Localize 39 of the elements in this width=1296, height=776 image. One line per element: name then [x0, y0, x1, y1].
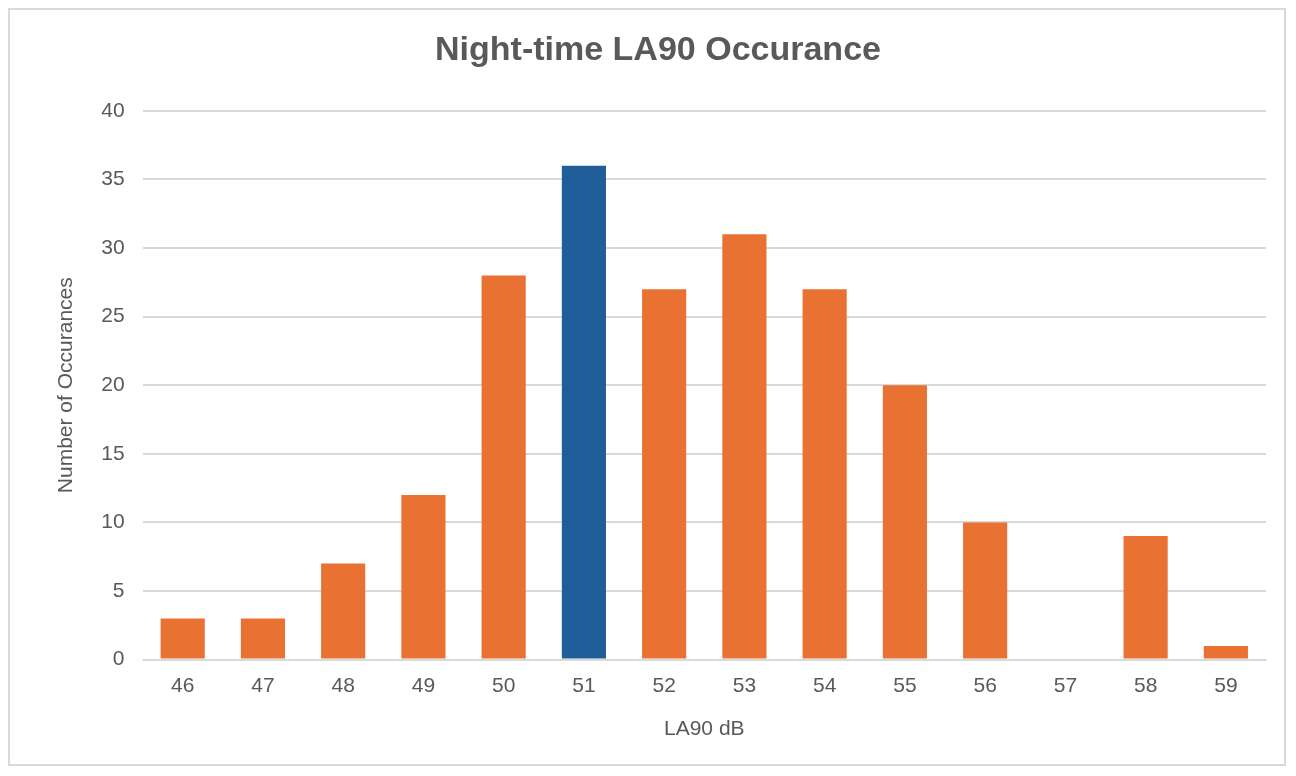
- x-tick-label: 47: [251, 673, 275, 696]
- y-tick-label: 25: [101, 303, 125, 327]
- bar: [963, 522, 1008, 659]
- y-tick-label: 5: [112, 577, 125, 601]
- bar: [802, 289, 847, 659]
- y-tick-label: 35: [101, 166, 125, 190]
- x-tick-label: 48: [331, 673, 355, 696]
- chart-title: Night-time LA90 Occurance: [435, 28, 881, 67]
- x-tick-label: 51: [572, 673, 596, 696]
- x-tick-label: 53: [732, 673, 757, 696]
- x-tick-label: 58: [1133, 673, 1158, 696]
- bar: [722, 234, 767, 659]
- bar: [1203, 645, 1248, 659]
- x-tick-label: 49: [411, 673, 436, 696]
- y-tick-label: 20: [101, 372, 125, 395]
- x-tick-label: 52: [652, 673, 676, 696]
- bar: [160, 618, 205, 659]
- x-tick-label: 50: [491, 673, 516, 696]
- bar: [1123, 536, 1168, 659]
- y-axis-title: Number of Occurances: [53, 277, 77, 494]
- y-tick-label: 10: [101, 509, 125, 533]
- x-tick-label: 59: [1214, 673, 1238, 696]
- y-tick-label: 0: [112, 646, 125, 670]
- bar: [401, 494, 446, 659]
- x-tick-label: 54: [812, 673, 837, 696]
- y-tick-label: 15: [101, 440, 125, 464]
- x-tick-label: 46: [171, 673, 195, 696]
- x-tick-label: 55: [893, 673, 917, 696]
- x-axis-title: LA90 dB: [663, 716, 745, 740]
- bar: [642, 289, 687, 659]
- bar: [882, 385, 927, 659]
- y-tick-label: 30: [101, 234, 125, 258]
- bar: [481, 275, 526, 659]
- bar: [240, 618, 285, 659]
- bar: [321, 563, 366, 659]
- x-tick-label: 57: [1053, 673, 1078, 696]
- bar: [561, 165, 606, 659]
- x-tick-label: 56: [973, 673, 997, 696]
- y-tick-label: 40: [101, 97, 125, 121]
